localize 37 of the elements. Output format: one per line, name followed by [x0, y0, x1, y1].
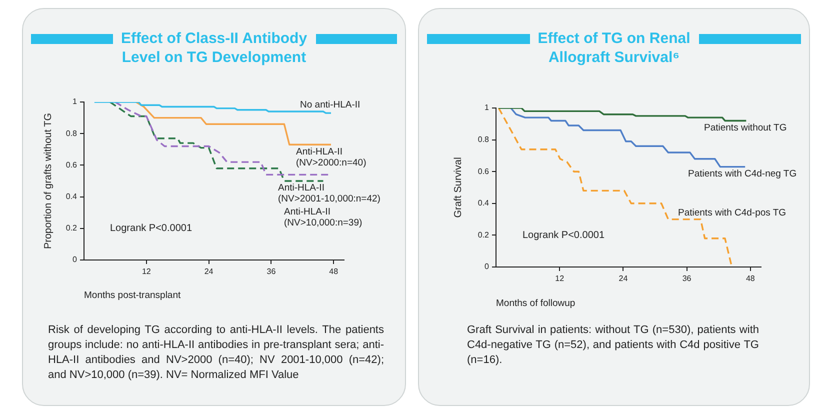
x-tick-label: 48 — [746, 274, 756, 284]
y-axis-title: Graft Survival — [452, 157, 464, 218]
annotation: Logrank P<0.0001 — [110, 223, 192, 234]
y-tick-label: 1 — [72, 97, 78, 106]
text: Risk of developing TG according to anti-HLA-II levels. The patients groups include: no anti-HLA-II antibodies in pre-transplant sera; anti-HLA-II antibodies and NV>2000 (n=40); NV 2001-10,000 (n=42); and NV>10,000 (n=39). NV= Normalized MFI Value — [48, 323, 384, 383]
y-tick-label: 0.6 — [66, 160, 78, 170]
series-label: No anti-HLA-II — [300, 99, 360, 110]
x-tick-label: 24 — [618, 274, 628, 284]
y-tick-label: 0.8 — [66, 128, 78, 138]
y-tick-label: 0.2 — [66, 224, 78, 233]
y-tick-label: 0 — [72, 255, 78, 264]
y-tick-label: 1 — [484, 103, 490, 112]
y-tick-label: 0.6 — [478, 166, 490, 176]
text: Anti-HLA-II (NV>10,000:n=39) — [284, 206, 362, 228]
x-axis-title: Months of followup — [496, 298, 576, 309]
x-tick-label: 48 — [329, 267, 339, 276]
x-tick-label: 24 — [204, 267, 214, 276]
text: Graft Survival in patients: without TG (n=530), patients with C4d-negative TG (n=52), and patients with C4d positive TG (n=16). — [467, 323, 759, 368]
chart-title: Effect of TG on Renal Allograft Survival⁶ — [536, 29, 692, 67]
series-label: Anti-HLA-II (NV>2000:n=40) — [296, 146, 366, 168]
series-label: Patients with C4d-neg TG — [688, 168, 797, 180]
y-tick-label: 0.8 — [478, 135, 490, 144]
x-tick-label: 36 — [682, 274, 692, 284]
annotation: Logrank P<0.0001 — [522, 230, 605, 241]
x-tick-label: 12 — [142, 267, 152, 276]
series-label: Patients with C4d-pos TG — [678, 207, 786, 218]
y-axis-title: Proportion of grafts without TG — [42, 112, 54, 249]
series-label: Anti-HLA-II (NV>2001-10,000:n=42) — [278, 182, 380, 204]
y-tick-label: 0.2 — [478, 230, 490, 240]
x-axis-title: Months post-transplant — [84, 290, 181, 301]
x-tick-label: 12 — [555, 274, 565, 284]
y-tick-label: 0.4 — [66, 192, 78, 202]
y-tick-label: 0.4 — [478, 198, 490, 208]
x-tick-label: 36 — [266, 267, 276, 276]
series-label: Patients without TG — [704, 122, 787, 134]
chart-title: Effect of Class-II Antibody Level on TG Development — [120, 29, 308, 67]
y-tick-label: 0 — [484, 262, 490, 272]
